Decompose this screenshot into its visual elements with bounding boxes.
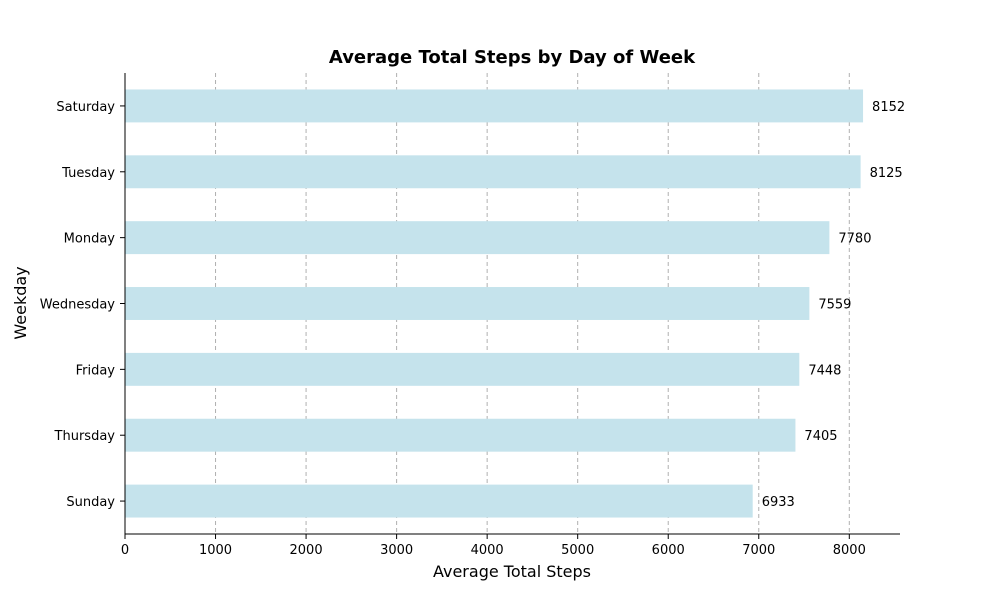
x-axis-label: Average Total Steps xyxy=(433,562,591,581)
data-labels: 8152 8125 7780 7559 7448 7405 6933 xyxy=(762,100,905,510)
bar-tuesday xyxy=(125,155,861,189)
bars xyxy=(125,89,864,518)
data-label-tuesday: 8125 xyxy=(870,166,903,181)
x-tick-label: 3000 xyxy=(380,543,413,558)
data-label-wednesday: 7559 xyxy=(818,298,851,313)
bar-sunday xyxy=(125,484,753,518)
y-axis-label: Weekday xyxy=(11,266,30,339)
bar-saturday xyxy=(125,89,864,123)
data-label-thursday: 7405 xyxy=(804,429,837,444)
y-tick-label-monday: Monday xyxy=(64,232,116,247)
x-tick-label: 2000 xyxy=(290,543,323,558)
x-tick-label: 7000 xyxy=(742,543,775,558)
data-label-sunday: 6933 xyxy=(762,495,795,510)
data-label-friday: 7448 xyxy=(808,363,841,378)
bar-thursday xyxy=(125,418,796,452)
x-tick-label: 6000 xyxy=(652,543,685,558)
y-tick-label-saturday: Saturday xyxy=(56,100,115,115)
data-label-monday: 7780 xyxy=(838,232,871,247)
y-tick-label-wednesday: Wednesday xyxy=(40,298,116,313)
chart-title: Average Total Steps by Day of Week xyxy=(329,47,696,68)
data-label-saturday: 8152 xyxy=(872,100,905,115)
y-tick-label-thursday: Thursday xyxy=(54,429,116,444)
x-tick-label: 4000 xyxy=(471,543,504,558)
bar-wednesday xyxy=(125,287,810,320)
bar-friday xyxy=(125,352,800,386)
y-tick-label-tuesday: Tuesday xyxy=(61,166,115,181)
x-tick-label: 8000 xyxy=(833,543,866,558)
x-tick-label: 1000 xyxy=(199,543,232,558)
x-tick-label: 0 xyxy=(121,543,129,558)
x-tick-label: 5000 xyxy=(561,543,594,558)
axes: 0 1000 2000 3000 4000 5000 6000 7000 8000 Saturda… xyxy=(40,73,900,558)
y-tick-label-friday: Friday xyxy=(76,363,116,378)
y-tick-label-sunday: Sunday xyxy=(66,495,115,510)
bar-monday xyxy=(125,221,830,255)
